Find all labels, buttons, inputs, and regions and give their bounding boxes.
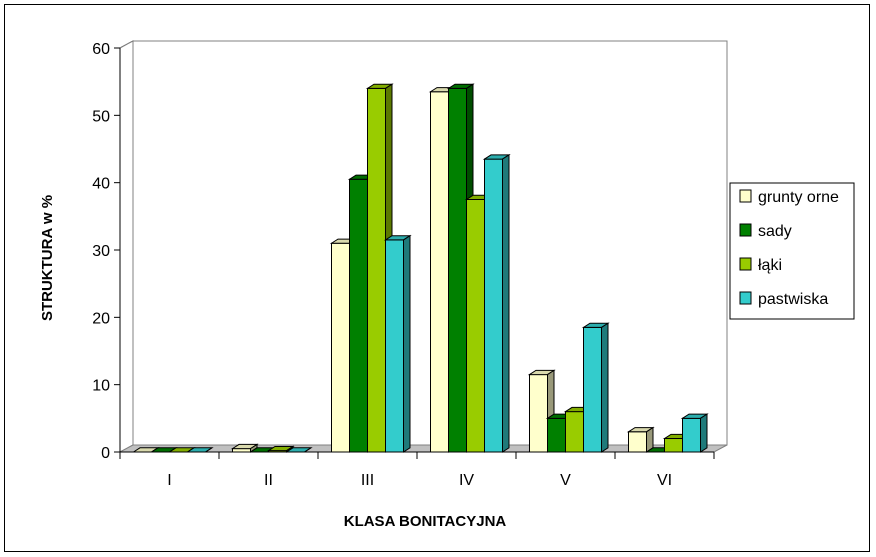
bar <box>482 153 511 453</box>
y-tick-label: 20 <box>92 310 110 327</box>
bar-side <box>403 234 411 453</box>
bar-front <box>367 87 386 453</box>
legend-swatch <box>739 291 752 305</box>
bar-front <box>628 431 647 453</box>
bar-front <box>466 199 485 453</box>
bar-front <box>529 374 548 453</box>
x-tick-label: IV <box>459 472 474 489</box>
bars <box>131 83 709 453</box>
y-tick-label: 60 <box>92 41 110 58</box>
bar-side <box>601 322 609 453</box>
legend-box <box>729 182 855 320</box>
bar <box>626 426 655 453</box>
y-tick-label: 40 <box>92 176 110 193</box>
bar-front <box>565 411 584 453</box>
y-tick-label: 30 <box>92 243 110 260</box>
legend: grunty orne sady łąki pastwiska <box>729 182 855 320</box>
legend-label: pastwiska <box>758 291 828 308</box>
legend-label: sady <box>758 223 792 240</box>
legend-label: łąki <box>758 257 782 274</box>
legend-item: łąki <box>739 257 782 274</box>
y-tick-label: 10 <box>92 378 110 395</box>
bar-side <box>502 153 510 453</box>
x-tick-label: II <box>264 472 273 489</box>
x-tick-label: I <box>167 472 171 489</box>
legend-item: grunty orne <box>739 189 839 206</box>
y-axis-title: STRUKTURA w % <box>39 195 56 321</box>
bar-front <box>430 91 449 453</box>
x-tick-label: III <box>361 472 374 489</box>
y-tick-label: 50 <box>92 108 110 125</box>
x-axis-title: KLASA BONITACYJNA <box>344 513 507 530</box>
bar-front <box>484 158 503 453</box>
bar-front <box>331 242 350 453</box>
bar-front <box>547 417 566 453</box>
bar <box>581 322 610 453</box>
side-wall <box>119 40 134 453</box>
bar-front <box>682 417 701 453</box>
y-tick-label: 0 <box>101 445 110 462</box>
legend-swatch <box>739 257 752 271</box>
bar-side <box>205 447 213 453</box>
bar-front <box>385 239 404 453</box>
legend-swatch <box>739 189 752 203</box>
legend-swatch <box>739 223 752 237</box>
x-tick-label: VI <box>657 472 672 489</box>
legend-item: pastwiska <box>739 291 828 308</box>
bar-front <box>448 87 467 453</box>
bar-front <box>349 178 368 453</box>
bar-front <box>232 448 251 453</box>
plot-walls <box>119 40 728 453</box>
bar-front <box>583 326 602 453</box>
legend-item: sady <box>739 223 792 240</box>
legend-label: grunty orne <box>758 189 839 206</box>
x-tick-label: V <box>560 472 571 489</box>
bar-side <box>700 413 708 453</box>
bar-side <box>304 447 312 453</box>
bar <box>266 445 295 453</box>
bar-front <box>664 438 683 453</box>
bar <box>680 413 709 453</box>
bar <box>383 234 412 453</box>
